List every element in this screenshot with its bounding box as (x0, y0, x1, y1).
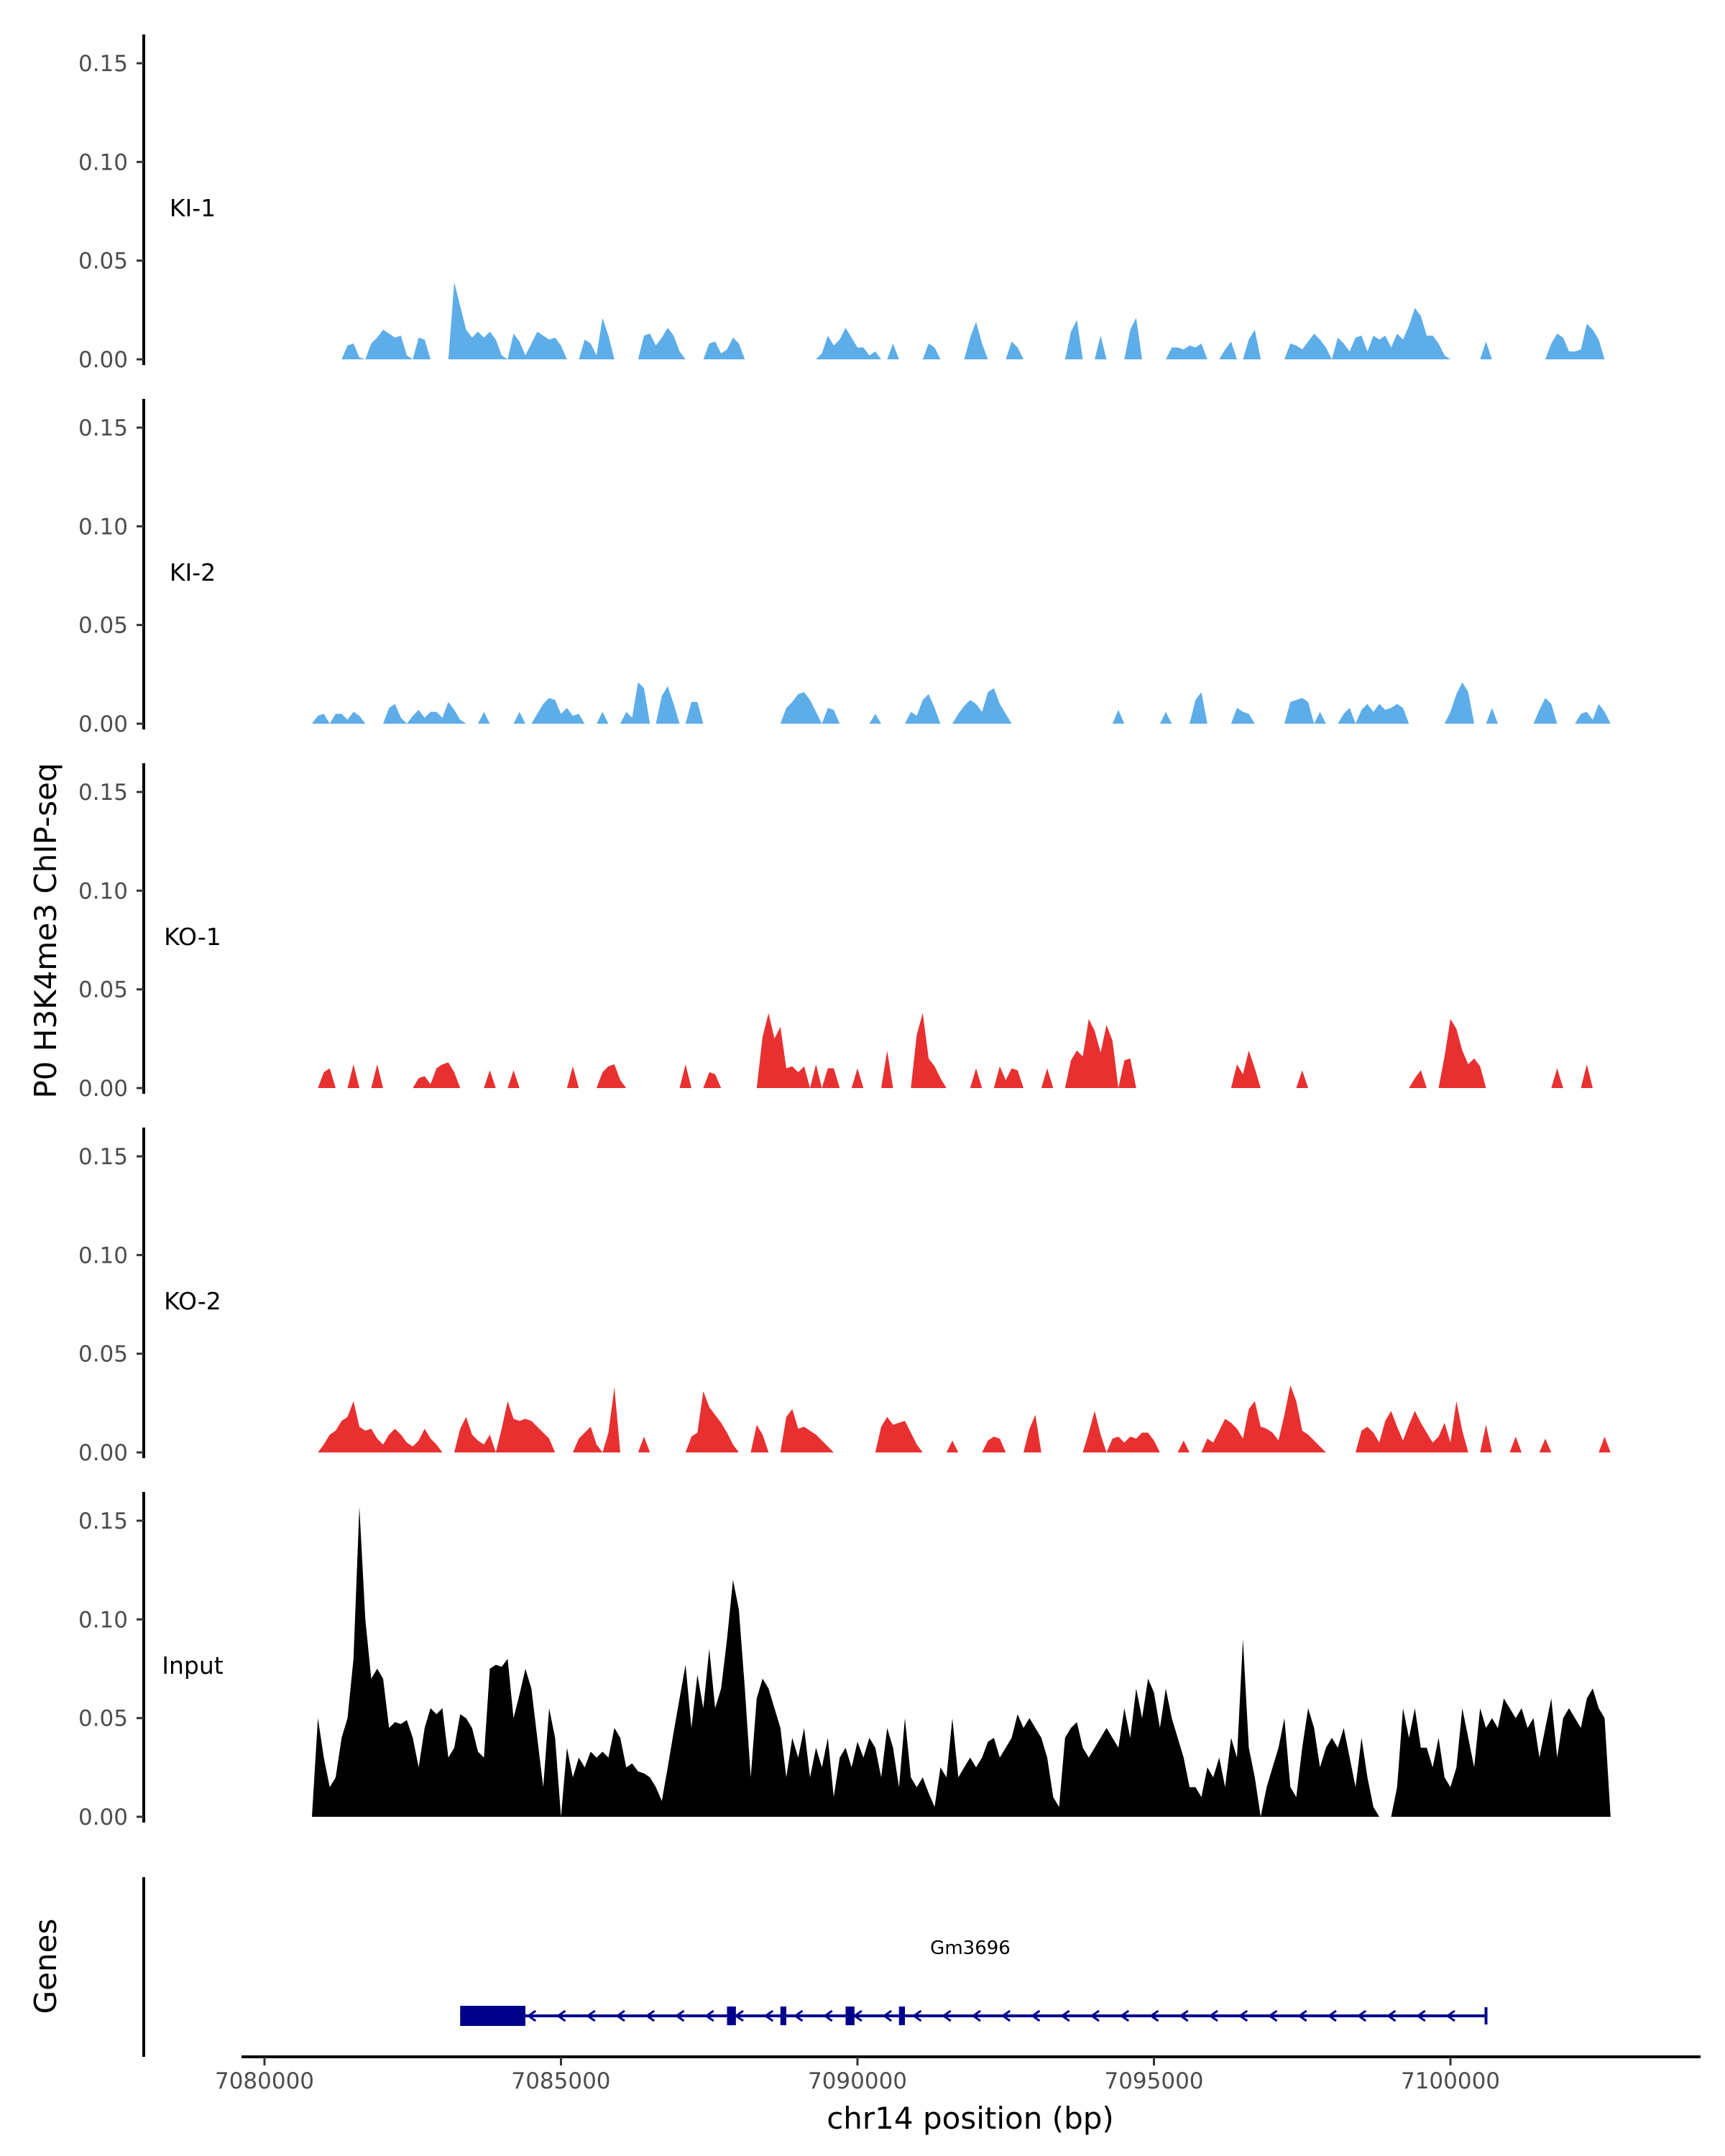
y-tick-label: 0.10 (78, 1243, 128, 1268)
signal-tracks: 0.00 0.05 0.10 0.15 KI-1 0.00 0.05 0.10 0.15 KI-2… (78, 34, 1611, 1830)
signal-area-ko-2 (318, 1385, 1611, 1452)
strand-arrow (1060, 2009, 1070, 2022)
track-ki-1: 0.00 0.05 0.10 0.15 KI-1 (78, 34, 1605, 373)
track-ko-1: 0.00 0.05 0.10 0.15 KO-1 (78, 763, 1593, 1102)
y-tick-label: 0.00 (78, 711, 128, 737)
y-tick-label: 0.15 (78, 1508, 128, 1534)
strand-arrow (882, 2009, 893, 2022)
strand-arrow (586, 2009, 596, 2022)
strand-arrow (526, 2009, 537, 2022)
strand-arrow (1386, 2009, 1397, 2022)
gene-model (460, 2006, 1488, 2026)
track-ko-2: 0.00 0.05 0.10 0.15 KO-2 (78, 1128, 1611, 1466)
y-tick-label: 0.00 (78, 1805, 128, 1830)
strand-arrow (556, 2009, 566, 2022)
gene-panel: Gm3696 (142, 1877, 1488, 2057)
strand-arrow (1267, 2009, 1278, 2022)
gene-name-label: Gm3696 (930, 1938, 1011, 1959)
strand-arrow (1327, 2009, 1337, 2022)
y-tick-label: 0.00 (78, 1440, 128, 1466)
signal-area-ko-1 (318, 1013, 1593, 1088)
y-tick-label: 0.10 (78, 149, 128, 175)
strand-arrow (645, 2009, 656, 2022)
y-tick-label: 0.05 (78, 977, 128, 1003)
y-tick-label: 0.10 (78, 1607, 128, 1633)
y-tick-label: 0.15 (78, 51, 128, 77)
track-label-input: Input (162, 1651, 224, 1680)
track-ki-2: 0.00 0.05 0.10 0.15 KI-2 (78, 399, 1611, 737)
track-label-ko-1: KO-1 (164, 923, 221, 951)
y-tick-label: 0.05 (78, 1706, 128, 1732)
strand-arrow (1416, 2009, 1426, 2022)
x-tick-label: 7080000 (215, 2068, 314, 2094)
y-tick-label: 0.15 (78, 1144, 128, 1170)
strand-arrow (971, 2009, 981, 2022)
strand-arrow (1238, 2009, 1248, 2022)
y-tick-label: 0.00 (78, 347, 128, 373)
gene-exon (727, 2007, 736, 2025)
strand-arrow (942, 2009, 952, 2022)
strand-arrow (704, 2009, 714, 2022)
strand-arrow (852, 2009, 862, 2022)
x-tick-label: 7100000 (1401, 2068, 1500, 2094)
strand-arrow (1090, 2009, 1100, 2022)
strand-arrow (1208, 2009, 1218, 2022)
strand-arrow (763, 2009, 774, 2022)
gene-exon (898, 2007, 905, 2025)
x-tick-label: 7085000 (511, 2068, 610, 2094)
strand-arrow (1030, 2009, 1041, 2022)
strand-arrow (1149, 2009, 1159, 2022)
x-axis: 7080000 7085000 7090000 7095000 7100000 (215, 2055, 1701, 2094)
y-tick-label: 0.15 (78, 780, 128, 806)
strand-arrow (1445, 2009, 1455, 2022)
gene-exon (460, 2006, 525, 2026)
x-tick-label: 7090000 (808, 2068, 907, 2094)
y-tick-label: 0.15 (78, 415, 128, 441)
signal-area-input (312, 1506, 1611, 1817)
strand-arrow (1179, 2009, 1189, 2022)
track-label-ki-1: KI-1 (170, 194, 216, 222)
signal-area-ki-1 (341, 282, 1605, 359)
strand-arrow (911, 2009, 922, 2022)
gene-exon (780, 2007, 786, 2025)
gene-exon (845, 2007, 855, 2025)
strand-arrow (793, 2009, 804, 2022)
strand-arrow (734, 2009, 744, 2022)
strand-arrow (1000, 2009, 1011, 2022)
y-tick-label: 0.10 (78, 878, 128, 904)
strand-arrow (615, 2009, 625, 2022)
track-label-ko-2: KO-2 (164, 1287, 221, 1315)
y-tick-label: 0.05 (78, 249, 128, 275)
y-tick-label: 0.05 (78, 1342, 128, 1368)
signal-area-ki-2 (312, 682, 1611, 724)
y-tick-label: 0.05 (78, 613, 128, 639)
track-label-ki-2: KI-2 (170, 558, 216, 586)
track-input: 0.00 0.05 0.10 0.15 Input (78, 1492, 1611, 1830)
y-tick-label: 0.10 (78, 514, 128, 540)
y-tick-label: 0.00 (78, 1076, 128, 1102)
x-tick-label: 7095000 (1104, 2068, 1203, 2094)
genes-axis-title: Genes (28, 1919, 63, 2014)
strand-arrow (823, 2009, 833, 2022)
strand-arrow (1356, 2009, 1367, 2022)
strand-arrow (1297, 2009, 1307, 2022)
y-axis-title: P0 H3K4me3 ChIP-seq (28, 763, 63, 1098)
strand-arrow (674, 2009, 685, 2022)
x-axis-title: chr14 position (bp) (827, 2101, 1114, 2136)
strand-arrow (1119, 2009, 1130, 2022)
